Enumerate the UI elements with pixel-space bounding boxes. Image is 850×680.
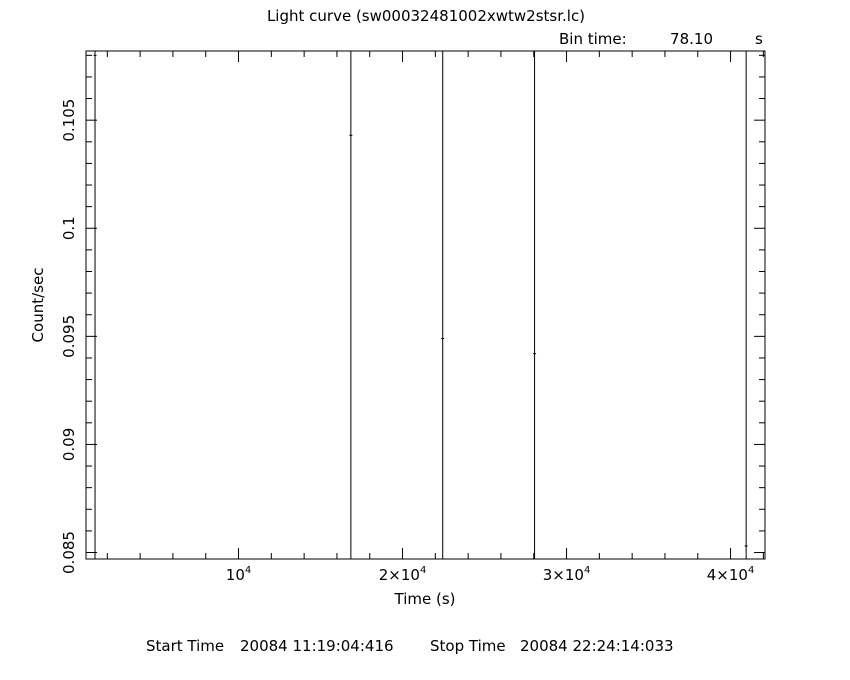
bin-time-value: 78.10: [670, 30, 713, 48]
y-tick-label: 0.095: [60, 315, 78, 358]
y-tick-label: 0.09: [60, 428, 78, 461]
start-time-value: 20084 11:19:04:416: [240, 637, 394, 655]
y-tick-label: 0.1: [60, 216, 78, 240]
plot-frame: [85, 50, 766, 560]
bin-time-unit: s: [755, 30, 763, 48]
y-axis-label: Count/sec: [29, 268, 47, 343]
x-tick-label: 104: [226, 565, 251, 584]
x-axis-label: Time (s): [394, 590, 456, 608]
chart-title: Light curve (sw00032481002xwtw2stsr.lc): [267, 7, 585, 25]
bin-time-label: Bin time:: [559, 30, 627, 48]
stop-time-value: 20084 22:24:14:033: [520, 637, 674, 655]
stop-time-label: Stop Time: [430, 637, 506, 655]
x-tick-label: 4×104: [707, 565, 755, 584]
y-tick-label: 0.085: [60, 531, 78, 574]
x-tick-label: 3×104: [543, 565, 591, 584]
y-tick-label: 0.105: [60, 99, 78, 142]
start-time-label: Start Time: [146, 637, 224, 655]
x-tick-label: 2×104: [379, 565, 427, 584]
